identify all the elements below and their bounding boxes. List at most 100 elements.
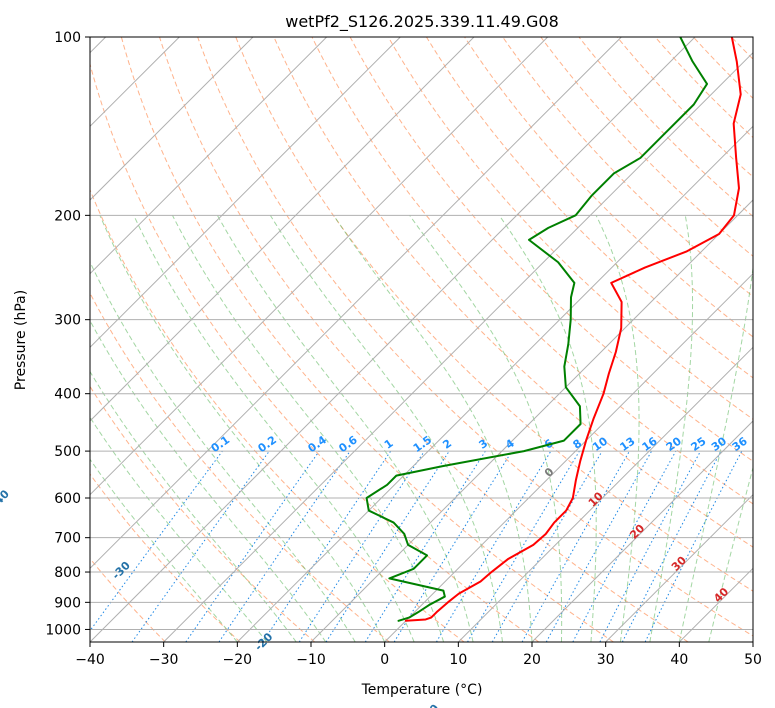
chart-title: wetPf2_S126.2025.339.11.49.G08: [285, 12, 559, 32]
isotherm-line: [90, 37, 254, 201]
dry-adiabat: [425, 37, 753, 379]
mixing-ratio-label: 0.1: [209, 433, 232, 455]
x-tick-label: −20: [223, 652, 253, 668]
isotherm-line: [236, 125, 753, 642]
moist-adiabat: [172, 215, 445, 642]
moist-adiabat: [90, 458, 238, 642]
dry-adiabat-label: -10: [418, 702, 441, 708]
mixing-ratio-line: [185, 450, 320, 642]
mixing-ratio-line: [218, 450, 351, 642]
y-tick-label: 300: [54, 313, 81, 329]
y-tick-label: 600: [54, 491, 81, 507]
isotherm-line: [90, 37, 549, 496]
mixing-ratio-line: [491, 450, 603, 642]
moist-adiabat: [90, 319, 327, 642]
moist-adiabat: [216, 215, 474, 642]
mixing-ratio-line: [572, 450, 677, 642]
dry-adiabat: [540, 37, 753, 257]
dry-adiabat: [464, 37, 753, 338]
isotherm-line: [384, 272, 753, 642]
isotherm-label: 30: [669, 553, 689, 573]
mixing-ratio-line: [545, 450, 653, 642]
dry-adiabat: [90, 188, 465, 642]
moist-adiabat: [708, 465, 753, 642]
axes: −40 −30 −20 −10 0 10 20 30 40 50 100 200 300 400 500 60…: [45, 30, 762, 668]
dry-adiabat: [90, 473, 241, 642]
x-axis-label: Temperature (°C): [361, 682, 483, 698]
y-tick-label: 700: [54, 531, 81, 547]
dry-adiabat: [90, 385, 316, 642]
mixing-ratio-label: 0.6: [336, 433, 360, 455]
x-tick-label: 10: [449, 652, 467, 668]
grid-lines: [90, 37, 753, 642]
isotherm-line: [678, 567, 753, 642]
isotherm-label: 10: [586, 489, 606, 509]
dry-adiabat: [273, 37, 753, 548]
y-tick-label: 100: [54, 30, 81, 46]
isotherm-line: [163, 51, 753, 642]
mixing-ratio-line: [325, 450, 450, 642]
y-tick-label: 1000: [45, 622, 81, 638]
reference-lines: [90, 37, 775, 642]
dewpoint-profile-line: [365, 37, 709, 622]
isotherm-line: [90, 37, 696, 642]
moist-adiabat: [269, 215, 504, 642]
moist-adiabat: [90, 370, 297, 642]
moist-adiabat: [649, 215, 694, 642]
isotherm-line: [90, 37, 622, 570]
temperature-profile-line: [404, 37, 742, 622]
dry-adiabat: [90, 62, 540, 642]
isotherm-line: [605, 493, 753, 642]
y-tick-label: 400: [54, 387, 81, 403]
mixing-ratio-label: 0.2: [256, 433, 279, 455]
dry-adiabat: [349, 37, 753, 462]
y-tick-label: 500: [54, 444, 81, 460]
isotherm-line: [90, 37, 475, 422]
mixing-ratio-line: [131, 450, 270, 642]
x-tick-label: 20: [523, 652, 541, 668]
x-tick-label: −30: [149, 652, 179, 668]
mixing-ratio-line: [521, 450, 630, 642]
mixing-ratio-label: 1.5: [411, 433, 434, 455]
isotherm-line: [90, 37, 401, 349]
dry-adiabat: [159, 37, 689, 642]
moist-adiabat: [133, 215, 415, 642]
x-tick-label: −40: [75, 652, 105, 668]
moist-adiabat: [498, 215, 597, 642]
moist-adiabat: [678, 264, 753, 642]
isotherm-line: [310, 199, 753, 642]
x-tick-label: 30: [597, 652, 615, 668]
moist-adiabat: [409, 215, 563, 642]
isotherm-line: [90, 37, 328, 275]
dry-adiabat: [311, 37, 753, 505]
dry-adiabat: [90, 292, 390, 642]
x-tick-label: −10: [296, 652, 326, 668]
mixing-ratio-label: 0.4: [306, 433, 330, 455]
plot-frame: [89, 36, 754, 643]
dry-adiabat: [578, 37, 753, 218]
mixing-ratio-line: [393, 450, 513, 642]
dry-adiabat-label: -30: [110, 559, 133, 582]
mixing-ratio-line: [90, 450, 223, 632]
isotherm-line: [457, 346, 753, 642]
x-tick-label: 50: [744, 652, 762, 668]
mixing-ratio-label: 1: [382, 437, 396, 452]
dry-adiabat: [770, 37, 775, 642]
mixing-ratio-label: 2: [440, 437, 454, 452]
moist-adiabat: [595, 215, 640, 642]
y-tick-label: 200: [54, 208, 81, 224]
mixing-ratio-line: [435, 450, 552, 642]
x-tick-label: 0: [380, 652, 389, 668]
y-axis-label: Pressure (hPa): [13, 290, 29, 390]
moist-adiabat: [99, 215, 386, 642]
dry-adiabat: [235, 37, 753, 592]
mixing-ratio-line: [364, 450, 486, 642]
dry-adiabat: [120, 37, 614, 642]
isotherm-line: [531, 420, 753, 642]
x-tick-label: 40: [670, 652, 688, 668]
dry-adiabat: [654, 37, 753, 139]
mixing-ratio-line: [298, 450, 425, 642]
profile-series: [365, 37, 742, 622]
mixing-ratio-label: 4: [503, 436, 517, 451]
